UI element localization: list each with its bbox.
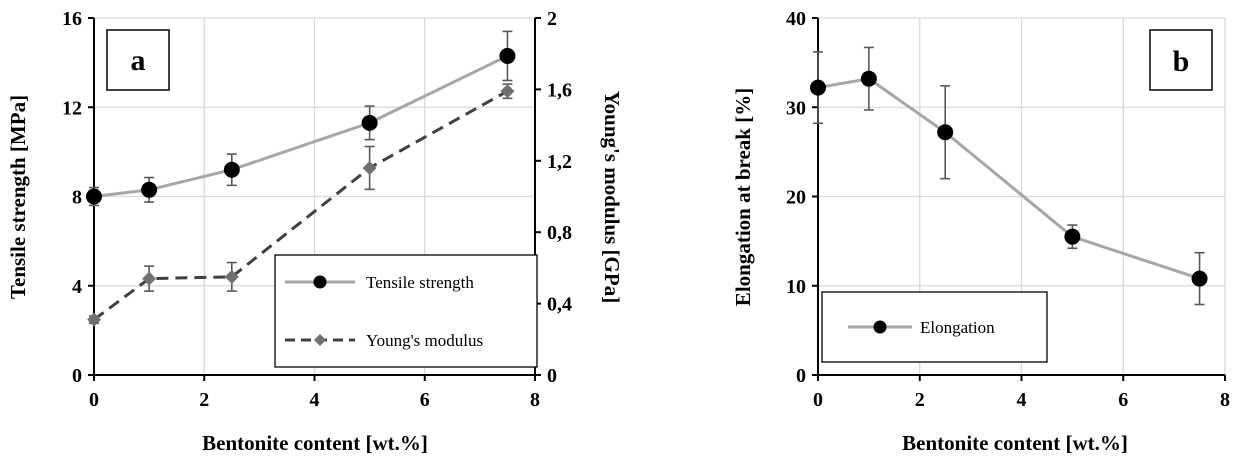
panel-a-x-tick-label: 6 <box>420 389 430 411</box>
panel-b-y-tick-label: 30 <box>786 97 806 119</box>
panel-a-y-tick-label: 8 <box>72 187 82 209</box>
panel-b-point-elongation <box>810 79 826 96</box>
panel-a-y-tick-label: 4 <box>72 276 82 298</box>
panel-b-tag-box <box>1149 29 1213 91</box>
panel-b-tag-label: b <box>1173 45 1190 78</box>
panel-b-point-elongation <box>860 70 877 87</box>
panel-a-y2-tick-label: 2 <box>547 8 557 30</box>
panel-a-y2-tick-label: 1,2 <box>547 151 572 173</box>
panel-a-y2-tick-label: 0,4 <box>547 294 572 316</box>
panel-a-point-young-s-modulus <box>224 269 239 284</box>
panel-a-y-tick-label: 0 <box>72 365 82 387</box>
panel-b-x-tick-label: 8 <box>1220 389 1230 411</box>
panel-a-point-young-s-modulus <box>362 160 377 175</box>
panel-b-point-elongation <box>1064 228 1081 245</box>
panel-a-legend-marker-tensile <box>313 275 327 289</box>
panel-a-tag: a <box>106 29 170 91</box>
panel-a-point-young-s-modulus <box>142 271 157 286</box>
panel-b-x-tick-label: 0 <box>813 389 823 411</box>
panel-b-point-elongation <box>1191 270 1208 287</box>
panel-b-legend-marker-elongation <box>873 320 887 334</box>
panel-a-tag-box <box>106 29 170 91</box>
panel-a-y2-tick-label: 1,6 <box>547 79 572 101</box>
panel-a-legend-label-modulus: Young's modulus <box>366 331 483 350</box>
panel-b-y-axis-label: Elongation at break [%] <box>731 88 755 306</box>
panel-a-legend-marker-modulus <box>314 334 326 346</box>
panel-a-point-tensile-strength <box>86 188 102 205</box>
panel-b-series-line-elongation <box>817 77 1201 281</box>
panel-b-x-tick-label: 6 <box>1118 389 1128 411</box>
panel-a-legend: Tensile strength Young's modulus <box>274 254 538 368</box>
panel-a-x-tick-label: 2 <box>199 389 209 411</box>
panel-a-point-young-s-modulus <box>500 84 515 99</box>
panel-a-point-tensile-strength <box>223 161 240 178</box>
panel-a-point-tensile-strength <box>361 114 378 131</box>
panel-a-y2-tick-label: 0 <box>547 365 557 387</box>
panel-a-x-tick-label: 8 <box>530 389 540 411</box>
panel-b-x-tick-label: 4 <box>1017 389 1027 411</box>
panel-b-tag: b <box>1149 29 1213 91</box>
panel-a-legend-box <box>274 254 538 368</box>
panel-a-x-axis-label: Bentonite content [wt.%] <box>202 431 428 455</box>
panel-b-y-tick-label: 40 <box>786 8 806 30</box>
panel-a-point-young-s-modulus <box>87 312 101 327</box>
panel-b-point-elongation <box>937 124 954 141</box>
panel-b-y-tick-label: 20 <box>786 187 806 209</box>
panel-b-legend-label-elongation: Elongation <box>920 318 995 337</box>
panel-a-y-axis-label: Tensile strength [MPa] <box>6 95 30 299</box>
panel-b-x-axis-label: Bentonite content [wt.%] <box>902 431 1128 455</box>
panel-a-point-tensile-strength <box>499 47 516 64</box>
panel-a-x-tick-label: 4 <box>310 389 320 411</box>
panel-a-y-tick-label: 12 <box>62 97 82 119</box>
panel-a-x-tick-label: 0 <box>89 389 99 411</box>
panel-a-y-tick-label: 16 <box>62 8 82 30</box>
panel-a-series-line-young-s-modulus <box>93 89 509 321</box>
panel-b-x-tick-label: 2 <box>915 389 925 411</box>
panel-a-y2-tick-label: 0,8 <box>547 222 572 244</box>
panel-b-legend: Elongation <box>821 291 1048 363</box>
panel-a-y2-axis-label: Young's modulus [GPa] <box>600 91 624 303</box>
panel-a-legend-label-tensile: Tensile strength <box>366 273 474 292</box>
panel-a-tag-label: a <box>131 44 146 77</box>
panel-b-y-tick-label: 10 <box>786 276 806 298</box>
panel-a-point-tensile-strength <box>141 181 158 198</box>
panel-b-y-tick-label: 0 <box>796 365 806 387</box>
